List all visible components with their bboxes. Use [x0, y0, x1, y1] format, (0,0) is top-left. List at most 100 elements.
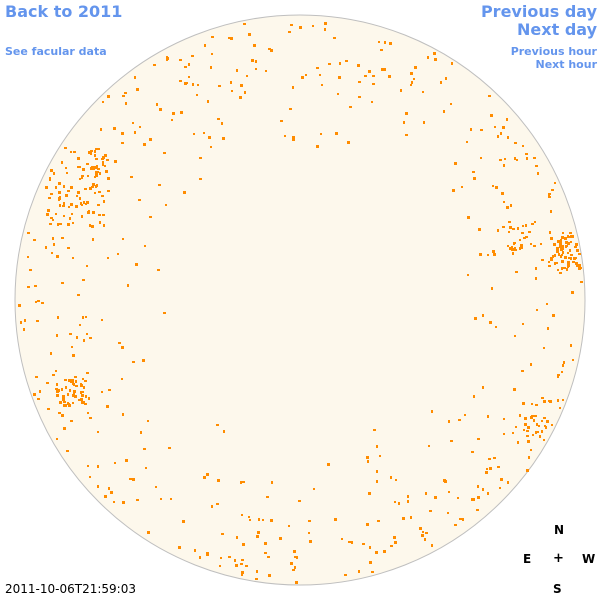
facula-dot [549, 231, 551, 234]
facula-dot [471, 498, 473, 501]
facula-dot [66, 172, 68, 174]
previous-hour-link[interactable]: Previous hour [510, 45, 597, 58]
facula-dot [450, 103, 452, 105]
facula-dot [571, 235, 574, 238]
facula-dot [156, 103, 158, 106]
facula-dot [136, 88, 139, 91]
facula-dot [490, 114, 493, 117]
facula-dot [488, 458, 491, 460]
facula-dot [379, 455, 381, 457]
facula-dot [124, 92, 127, 94]
facula-dot [504, 158, 506, 160]
facula-dot [338, 76, 341, 79]
facula-dot [344, 574, 347, 576]
facula-dot [564, 237, 567, 240]
facula-dot [208, 136, 211, 139]
facula-dot [503, 418, 505, 420]
facula-dot [185, 82, 188, 84]
compass-south-label: S [553, 582, 562, 596]
facula-dot [74, 395, 77, 398]
facula-dot [220, 557, 222, 559]
facula-dot [431, 410, 433, 413]
facula-dot [447, 512, 449, 514]
facula-dot [149, 216, 152, 218]
facula-dot [500, 478, 503, 481]
facula-dot [240, 84, 243, 87]
facula-dot [563, 361, 565, 364]
facula-dot [84, 188, 87, 190]
facula-dot [556, 262, 558, 264]
facula-dot [81, 394, 84, 397]
facula-dot [102, 164, 104, 166]
compass-east-label: E [523, 552, 532, 566]
facula-dot [69, 333, 72, 335]
facula-dot [423, 121, 425, 124]
facula-dot [545, 426, 547, 429]
facula-dot [502, 126, 505, 129]
facula-dot [560, 248, 563, 251]
facula-dot [434, 496, 437, 499]
next-hour-link[interactable]: Next hour [535, 58, 598, 71]
facula-dot [180, 111, 183, 114]
facula-dot [113, 127, 116, 130]
see-facular-data-link[interactable]: See facular data [5, 45, 107, 58]
facula-dot [548, 193, 551, 195]
facula-dot [230, 37, 233, 40]
facula-dot [194, 549, 196, 552]
facula-dot [477, 496, 480, 499]
facula-dot [402, 517, 405, 520]
previous-day-link[interactable]: Previous day [480, 2, 597, 21]
facula-dot [477, 438, 480, 440]
facula-dot [223, 430, 225, 433]
facula-dot [568, 264, 570, 267]
facula-dot [270, 49, 273, 52]
facula-dot [530, 449, 532, 451]
facula-dot [499, 487, 501, 489]
facula-dot [130, 176, 133, 178]
facula-dot [541, 259, 544, 261]
facula-dot [480, 157, 482, 159]
facula-dot [71, 213, 73, 215]
facula-dot [256, 570, 258, 573]
facula-dot [381, 68, 384, 71]
facula-dot [458, 419, 461, 421]
facula-dot [506, 206, 509, 209]
facula-dot [108, 389, 111, 391]
facula-dot [77, 191, 80, 194]
facula-dot [270, 519, 273, 522]
back-to-year-link[interactable]: Back to 2011 [5, 2, 123, 21]
facula-dot [492, 250, 495, 253]
facula-dot [564, 256, 566, 258]
facula-dot [507, 136, 509, 139]
facula-dot [316, 145, 319, 148]
facula-dot [393, 536, 396, 539]
facula-dot [72, 382, 74, 385]
facula-dot [443, 110, 445, 113]
facula-dot [105, 170, 108, 173]
facula-dot [63, 427, 66, 430]
facula-dot [380, 49, 383, 51]
facula-dot [58, 191, 61, 194]
facula-dot [192, 83, 194, 86]
facula-dot [72, 222, 74, 224]
facula-dot [559, 272, 562, 274]
facula-dot [191, 55, 194, 57]
facula-dot [479, 253, 482, 256]
facula-dot [170, 498, 172, 500]
facula-dot [378, 41, 380, 43]
facula-dot [267, 556, 270, 558]
facula-dot [280, 120, 283, 122]
facula-dot [524, 417, 527, 420]
facula-dot [104, 154, 107, 157]
facula-dot [292, 569, 295, 571]
facula-dot [461, 186, 463, 188]
facula-dot [53, 243, 55, 246]
facula-dot [454, 524, 457, 526]
facula-dot [580, 281, 583, 283]
facula-dot [86, 372, 89, 374]
next-day-link[interactable]: Next day [517, 20, 597, 39]
facula-dot [99, 221, 101, 224]
facula-dot [70, 420, 73, 422]
facula-dot [522, 402, 525, 405]
facula-dot [82, 279, 85, 281]
